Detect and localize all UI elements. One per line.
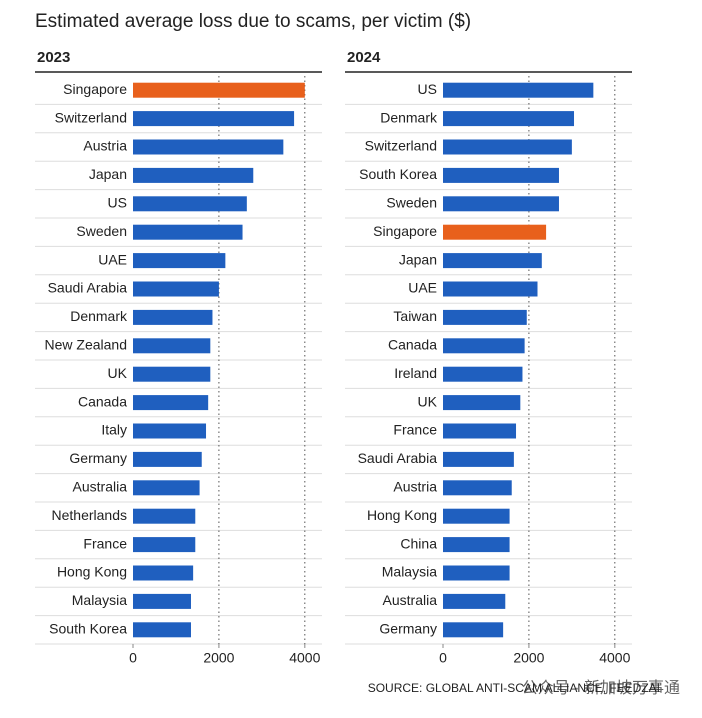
bar xyxy=(443,451,514,467)
y-tick-label: Germany xyxy=(69,450,127,466)
y-tick-label: Switzerland xyxy=(365,138,437,154)
y-tick-label: China xyxy=(400,535,437,551)
y-tick-label: Saudi Arabia xyxy=(358,450,438,466)
bar xyxy=(443,82,594,98)
bar xyxy=(133,309,213,325)
bar xyxy=(443,196,559,212)
y-tick-label: Singapore xyxy=(63,81,127,97)
y-tick-label: US xyxy=(418,81,437,97)
bar xyxy=(443,281,538,297)
x-tick-label: 2000 xyxy=(203,650,234,666)
y-tick-label: Canada xyxy=(388,337,437,353)
y-tick-label: Hong Kong xyxy=(57,564,127,580)
source: SOURCE: GLOBAL ANTI-SCAM ALLIANCE, FEEDZ… xyxy=(368,681,660,695)
y-tick-label: South Korea xyxy=(359,166,437,182)
chart-title: Estimated average loss due to scams, per… xyxy=(35,11,471,32)
bar xyxy=(443,593,506,609)
y-tick-label: Sweden xyxy=(76,223,127,239)
bar xyxy=(133,366,211,382)
x-tick-label: 4000 xyxy=(289,650,320,666)
y-tick-label: UAE xyxy=(98,251,127,267)
bar xyxy=(133,537,196,553)
y-tick-label: Austria xyxy=(393,479,437,495)
bar xyxy=(133,196,247,212)
y-tick-label: Netherlands xyxy=(52,507,128,523)
x-tick-label: 0 xyxy=(129,650,137,666)
bar xyxy=(133,338,211,354)
y-tick-label: Switzerland xyxy=(55,109,127,125)
y-tick-label: US xyxy=(108,195,127,211)
panel-title: 2023 xyxy=(37,49,70,66)
y-tick-label: Singapore xyxy=(373,223,437,239)
bar xyxy=(133,622,191,638)
bar xyxy=(443,338,525,354)
bar xyxy=(133,480,200,496)
bar xyxy=(133,565,194,581)
bar xyxy=(133,82,305,98)
x-tick-label: 2000 xyxy=(513,650,544,666)
y-tick-label: Canada xyxy=(78,393,127,409)
y-tick-label: France xyxy=(83,535,127,551)
y-tick-label: Saudi Arabia xyxy=(48,280,128,296)
bar xyxy=(133,508,196,524)
y-tick-label: Malaysia xyxy=(72,592,127,608)
y-tick-label: New Zealand xyxy=(45,337,128,353)
bar xyxy=(443,224,547,240)
y-tick-label: Denmark xyxy=(380,109,438,125)
bar xyxy=(443,395,521,411)
y-tick-label: South Korea xyxy=(49,621,127,637)
y-tick-label: Sweden xyxy=(386,195,437,211)
y-tick-label: Ireland xyxy=(394,365,437,381)
y-tick-label: Malaysia xyxy=(382,564,437,580)
bar xyxy=(133,139,284,155)
bar xyxy=(443,167,559,183)
bar xyxy=(443,139,572,155)
bar xyxy=(443,480,512,496)
bar xyxy=(443,508,510,524)
x-tick-label: 4000 xyxy=(599,650,630,666)
bar xyxy=(133,593,191,609)
bar xyxy=(443,309,527,325)
y-tick-label: UK xyxy=(108,365,128,381)
y-tick-label: Japan xyxy=(89,166,127,182)
bar xyxy=(443,537,510,553)
bar xyxy=(133,281,219,297)
y-tick-label: Taiwan xyxy=(393,308,437,324)
bar xyxy=(133,423,207,439)
y-tick-label: Italy xyxy=(101,422,127,438)
bar xyxy=(443,366,523,382)
bar xyxy=(443,423,517,439)
bar xyxy=(133,224,243,240)
y-tick-label: Australia xyxy=(73,479,128,495)
y-tick-label: Austria xyxy=(83,138,127,154)
bar xyxy=(133,451,202,467)
y-tick-label: Germany xyxy=(379,621,437,637)
bar xyxy=(443,111,575,127)
y-tick-label: Hong Kong xyxy=(367,507,437,523)
bar xyxy=(443,565,510,581)
bar xyxy=(443,253,542,269)
y-tick-label: UK xyxy=(418,393,438,409)
panel-title: 2024 xyxy=(347,49,381,66)
y-tick-label: UAE xyxy=(408,280,437,296)
watermark: 公众号 · 新加坡万事通 xyxy=(522,679,680,697)
y-tick-label: Australia xyxy=(383,592,438,608)
bar xyxy=(443,622,504,638)
y-tick-label: France xyxy=(393,422,437,438)
bar xyxy=(133,167,254,183)
y-tick-label: Denmark xyxy=(70,308,128,324)
bar xyxy=(133,395,209,411)
y-tick-label: Japan xyxy=(399,251,437,267)
bar xyxy=(133,253,226,269)
x-tick-label: 0 xyxy=(439,650,447,666)
bar xyxy=(133,111,295,127)
